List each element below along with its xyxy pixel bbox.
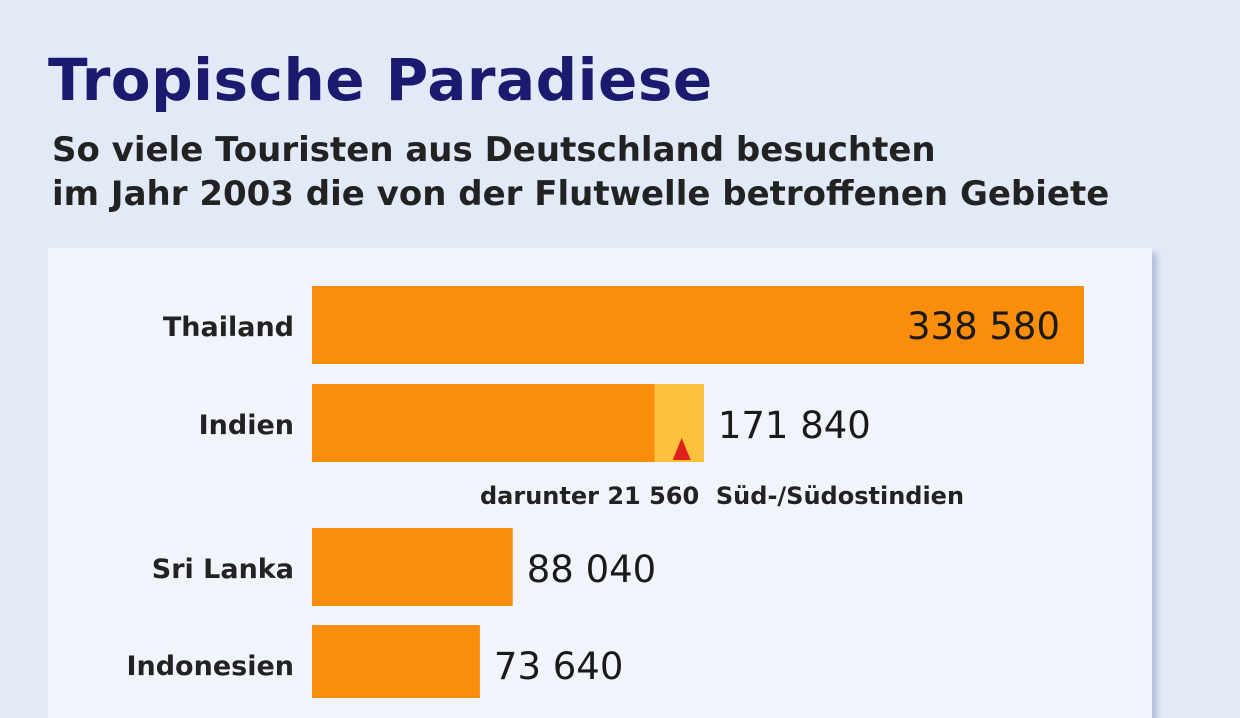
chart-title: Tropische Paradiese xyxy=(48,46,713,114)
value-label-thailand: 338 580 xyxy=(907,305,1060,348)
value-label-sri-lanka: 88 040 xyxy=(527,548,656,591)
bar-thailand xyxy=(312,286,1084,364)
bar-indien xyxy=(312,384,704,462)
annotation-label: darunter 21 560 Süd-/Südostindien xyxy=(480,482,964,510)
category-label-thailand: Thailand xyxy=(163,312,294,343)
category-label-sri-lanka: Sri Lanka xyxy=(152,554,294,585)
annotation-marker xyxy=(672,438,691,460)
bar-sri-lanka xyxy=(312,528,513,606)
subtitle-line-2: im Jahr 2003 die von der Flutwelle betro… xyxy=(52,174,1110,214)
subtitle-line-1: So viele Touristen aus Deutschland besuc… xyxy=(52,130,936,170)
value-label-indonesien: 73 640 xyxy=(494,645,623,688)
value-label-indien: 171 840 xyxy=(718,404,871,447)
category-label-indonesien: Indonesien xyxy=(126,651,294,682)
category-label-indien: Indien xyxy=(199,410,294,441)
chart-subtitle: So viele Touristen aus Deutschland besuc… xyxy=(52,128,1109,216)
bar-chart: Thailand 338 580 Indien 171 840 Sri Lanka 88 … xyxy=(126,286,1084,698)
chart-panel: Thailand 338 580 Indien 171 840 Sri Lanka 88 … xyxy=(48,248,1152,718)
bar-indonesien xyxy=(312,625,480,698)
